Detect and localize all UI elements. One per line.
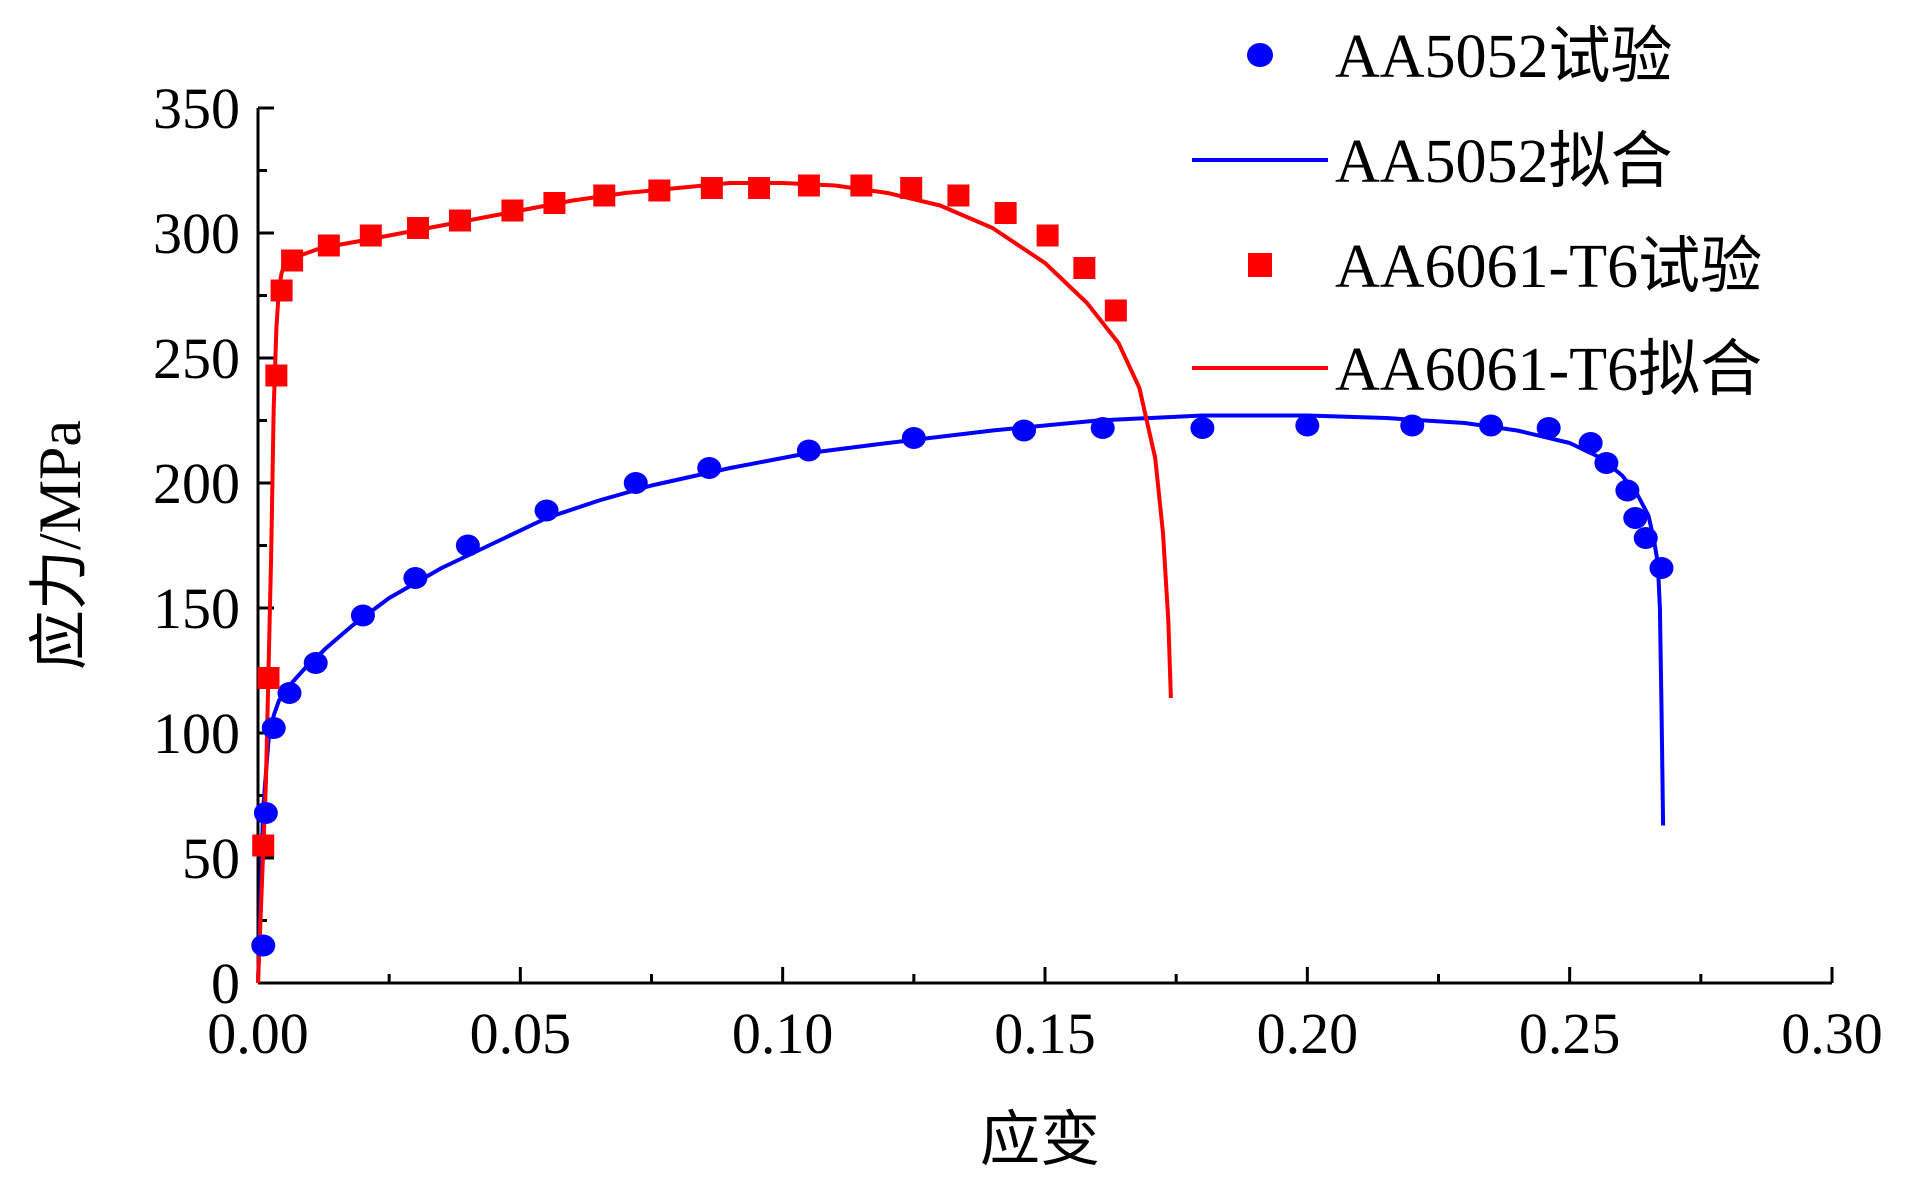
data-point-circle [1633, 527, 1658, 549]
data-point-circle [901, 427, 926, 449]
data-point-square [648, 179, 671, 202]
series-layer [251, 174, 1674, 984]
x-tick-label: 0.05 [470, 1001, 572, 1066]
x-tick-label: 0.30 [1781, 1001, 1883, 1066]
legend-square-swatch [1248, 253, 1272, 277]
data-point-square [448, 209, 471, 232]
data-point-square [359, 224, 382, 247]
data-point-circle [1090, 417, 1115, 439]
data-point-circle [1400, 414, 1425, 437]
legend: AA5052试验 AA5052拟合 AA6061-T6试验 AA6061-T6拟合 [1192, 23, 1762, 404]
y-tick-label: 300 [153, 201, 240, 266]
data-point-circle [277, 682, 302, 704]
data-point-square [593, 184, 616, 207]
data-point-circle [697, 457, 722, 479]
data-point-circle [261, 717, 286, 739]
legend-circle-swatch [1247, 43, 1273, 67]
legend-label: AA5052试验 [1335, 23, 1673, 91]
legend-label: AA5052拟合 [1335, 128, 1673, 196]
data-point-square [994, 202, 1017, 224]
data-point-square [700, 177, 723, 199]
data-point-circle [1012, 419, 1037, 442]
data-point-circle [1295, 414, 1320, 437]
axes: 0.00 0.05 0.10 0.15 0.20 0.25 0.30 0 50 100 150 200… [153, 76, 1883, 1066]
y-tick-label: 50 [182, 826, 240, 891]
legend-label: AA6061-T6拟合 [1335, 336, 1762, 404]
data-point-circle [796, 439, 821, 462]
data-point-circle [1536, 417, 1561, 439]
data-point-square [900, 177, 923, 199]
data-point-square [947, 184, 970, 207]
data-point-square [850, 174, 873, 197]
x-tick-label: 0.20 [1257, 1001, 1359, 1066]
data-point-circle [253, 802, 278, 824]
data-point-circle [350, 604, 375, 627]
data-point-square [281, 249, 304, 272]
series-line-aa6061-t6- [256, 181, 1173, 984]
data-point-circle [1649, 557, 1674, 579]
x-tick-label: 0.10 [732, 1001, 834, 1066]
data-point-square [1104, 299, 1127, 322]
x-tick-label: 0.00 [207, 1001, 309, 1066]
data-point-circle [1190, 417, 1215, 439]
data-point-circle [1615, 479, 1640, 502]
y-tick-label: 350 [153, 76, 240, 141]
y-tick-label: 100 [153, 701, 240, 766]
legend-label: AA6061-T6试验 [1335, 233, 1762, 301]
data-point-circle [303, 652, 328, 674]
data-point-square [270, 279, 293, 302]
x-axis-title: 应变 [980, 1107, 1100, 1173]
data-point-circle [623, 472, 648, 494]
data-point-circle [1594, 452, 1619, 474]
data-point-circle [534, 499, 559, 522]
data-point-square [501, 199, 524, 222]
data-point-circle [1478, 414, 1503, 437]
data-point-circle [1623, 507, 1648, 529]
data-point-square [317, 234, 340, 257]
x-tick-label: 0.25 [1519, 1001, 1621, 1066]
y-tick-label: 200 [153, 451, 240, 516]
data-point-square [1036, 224, 1059, 247]
series-line-aa5052- [256, 413, 1666, 984]
data-point-square [748, 177, 771, 199]
data-point-square [252, 834, 275, 857]
data-point-circle [455, 534, 480, 557]
data-point-circle [403, 567, 428, 589]
data-point-square [265, 364, 288, 387]
data-point-square [1073, 257, 1096, 279]
data-point-square [407, 217, 430, 239]
data-point-circle [1578, 432, 1603, 454]
data-point-square [257, 667, 280, 689]
y-tick-label: 250 [153, 326, 240, 391]
y-tick-label: 150 [153, 576, 240, 641]
data-point-square [797, 174, 820, 197]
data-point-square [543, 192, 566, 214]
y-tick-label: 0 [211, 951, 240, 1016]
x-tick-label: 0.15 [994, 1001, 1096, 1066]
y-axis-title: 应力/MPa [27, 420, 93, 670]
data-point-circle [251, 934, 276, 957]
